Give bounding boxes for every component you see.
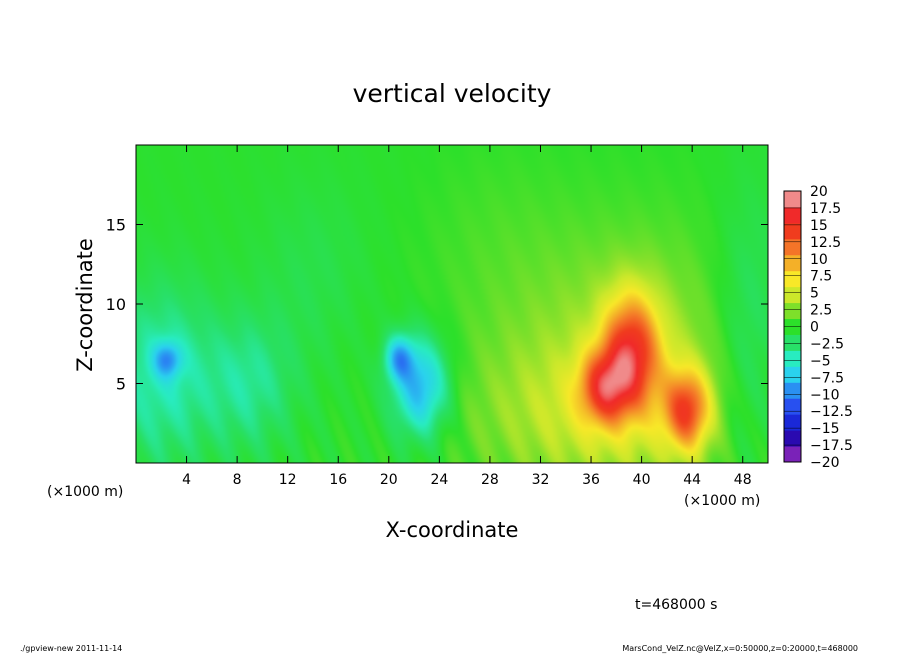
colorbar: 2017.51512.5107.552.50−2.5−5−7.5−10−12.5… xyxy=(783,184,853,471)
x-tick-label-11: 48 xyxy=(734,472,752,488)
colorbar-label-14: −15 xyxy=(810,421,840,437)
colorbar-swatch-2 xyxy=(784,414,801,431)
y-tick-label-1: 10 xyxy=(106,295,126,314)
colorbar-label-6: 5 xyxy=(810,286,819,302)
x-tick-label-0: 4 xyxy=(182,472,191,488)
colorbar-swatch-7 xyxy=(784,334,801,351)
colorbar-swatch-9 xyxy=(784,302,801,320)
chart-title: vertical velocity xyxy=(353,79,552,108)
colorbar-swatch-1 xyxy=(784,430,801,447)
x-tick-label-8: 36 xyxy=(582,472,600,488)
y-tick-label-0: 5 xyxy=(116,375,126,394)
colorbar-label-4: 10 xyxy=(810,252,828,268)
y-tick-label-2: 15 xyxy=(106,216,126,235)
x-tick-label-5: 24 xyxy=(430,472,448,488)
x-tick-label-7: 32 xyxy=(532,472,550,488)
colorbar-label-3: 12.5 xyxy=(810,235,841,251)
colorbar-swatch-14 xyxy=(784,222,801,240)
colorbar-swatch-6 xyxy=(784,350,801,367)
x-axis-label: X-coordinate xyxy=(386,518,519,542)
colorbar-label-1: 17.5 xyxy=(810,201,841,217)
x-tick-label-3: 16 xyxy=(329,472,347,488)
colorbar-label-2: 15 xyxy=(810,218,828,234)
colorbar-label-9: −2.5 xyxy=(810,336,844,352)
colorbar-label-7: 2.5 xyxy=(810,303,832,319)
y-axis-ticks: 5 10 15 xyxy=(106,216,768,394)
colorbar-swatch-3 xyxy=(784,398,801,415)
colorbar-swatch-15 xyxy=(784,206,801,224)
x-tick-label-2: 12 xyxy=(279,472,297,488)
colorbar-label-13: −12.5 xyxy=(810,404,853,420)
x-unit-left: (×1000 m) xyxy=(47,484,123,500)
heatmap-image xyxy=(136,145,768,463)
colorbar-swatch-0 xyxy=(784,446,801,463)
colorbar-label-5: 7.5 xyxy=(810,269,832,285)
x-tick-label-6: 28 xyxy=(481,472,499,488)
colorbar-label-16: −20 xyxy=(810,455,840,471)
colorbar-swatch-4 xyxy=(784,382,801,399)
colorbar-swatch-12 xyxy=(784,254,801,272)
colorbar-label-15: −17.5 xyxy=(810,438,853,454)
time-label: t=468000 s xyxy=(635,597,717,613)
colorbar-swatch-16 xyxy=(784,191,801,208)
colorbar-swatch-5 xyxy=(784,366,801,383)
x-tick-label-1: 8 xyxy=(233,472,242,488)
colorbar-swatch-13 xyxy=(784,238,801,256)
x-tick-label-9: 40 xyxy=(633,472,651,488)
x-tick-label-4: 20 xyxy=(380,472,398,488)
colorbar-swatch-11 xyxy=(784,270,801,288)
y-axis-label: Z-coordinate xyxy=(73,238,97,372)
colorbar-label-12: −10 xyxy=(810,387,840,403)
footer-right: MarsCond_VelZ.nc@VelZ,x=0:50000,z=0:2000… xyxy=(622,644,858,653)
colorbar-swatch-10 xyxy=(784,286,801,304)
colorbar-label-11: −7.5 xyxy=(810,370,844,386)
x-tick-label-10: 44 xyxy=(683,472,701,488)
footer-left: ./gpview-new 2011-11-14 xyxy=(20,644,122,653)
colorbar-label-8: 0 xyxy=(810,320,819,336)
x-axis-ticks: 4 8 12 16 20 24 28 32 36 40 44 48 xyxy=(182,145,752,488)
colorbar-label-10: −5 xyxy=(810,353,831,369)
x-unit-right: (×1000 m) xyxy=(684,493,760,509)
colorbar-label-0: 20 xyxy=(810,184,828,200)
